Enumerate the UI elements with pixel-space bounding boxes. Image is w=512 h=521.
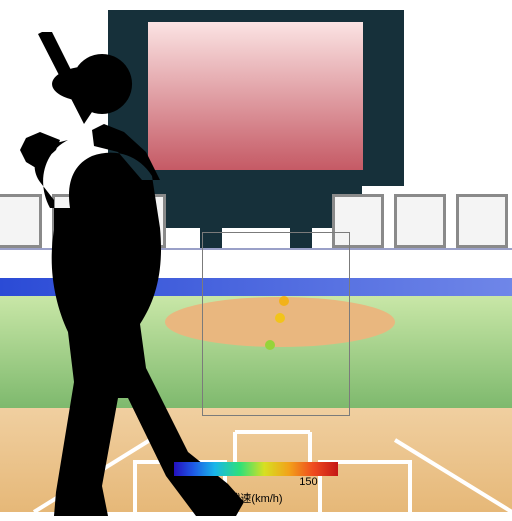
pitch-marker [265, 340, 275, 350]
speed-legend: 100 150 球速(km/h) [174, 462, 338, 506]
legend-axis-label: 球速(km/h) [174, 490, 338, 506]
seat-block [394, 194, 446, 248]
pitch-marker [279, 296, 289, 306]
legend-gradient-bar [174, 462, 338, 476]
seat-block [456, 194, 508, 248]
pitch-chart-scene: 100 150 球速(km/h) [0, 0, 512, 512]
pitch-marker [275, 313, 285, 323]
legend-tick: 100 [201, 476, 219, 488]
batter-silhouette [0, 32, 251, 516]
stands-right [332, 194, 508, 248]
legend-tick: 150 [299, 476, 317, 488]
legend-ticks: 100 150 [174, 476, 338, 490]
